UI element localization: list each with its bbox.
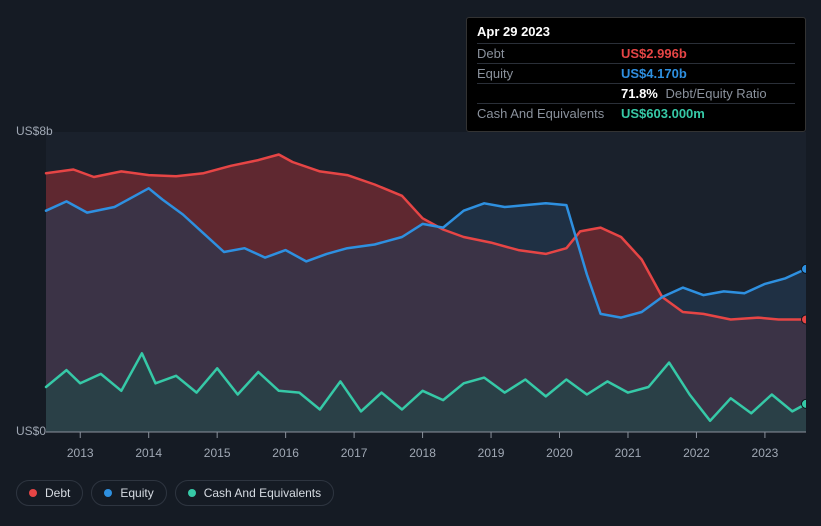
tooltip-date: Apr 29 2023	[477, 24, 795, 39]
x-axis-label: 2021	[615, 446, 642, 460]
tooltip-row-value: US$4.170b	[621, 66, 687, 81]
x-axis-labels: 2013 2014 2015 2016 2017 2018 2019 2020 2021 2022…	[16, 446, 806, 466]
chart-plot: US$8b US$0	[16, 124, 806, 444]
x-axis-label: 2018	[409, 446, 436, 460]
x-axis-label: 2017	[341, 446, 368, 460]
legend-label: Equity	[120, 486, 153, 500]
x-axis-label: 2016	[272, 446, 299, 460]
x-axis-label: 2023	[752, 446, 779, 460]
tooltip-row: Cash And EquivalentsUS$603.000m	[477, 103, 795, 123]
x-axis-label: 2020	[546, 446, 573, 460]
legend-dot-icon	[29, 489, 37, 497]
tooltip-row-extra: Debt/Equity Ratio	[662, 86, 767, 101]
x-axis-label: 2014	[135, 446, 162, 460]
tooltip-row: DebtUS$2.996b	[477, 43, 795, 63]
tooltip-row: 71.8% Debt/Equity Ratio	[477, 83, 795, 103]
tooltip-row-label: Debt	[477, 46, 621, 61]
x-axis-label: 2022	[683, 446, 710, 460]
tooltip-row: EquityUS$4.170b	[477, 63, 795, 83]
tooltip-row-label: Equity	[477, 66, 621, 81]
legend-dot-icon	[104, 489, 112, 497]
legend-item[interactable]: Debt	[16, 480, 83, 506]
tooltip-row-value: US$603.000m	[621, 106, 705, 121]
chart-container: Apr 29 2023 DebtUS$2.996bEquityUS$4.170b…	[0, 0, 821, 526]
chart-svg	[16, 124, 806, 444]
y-axis-label: US$8b	[16, 124, 42, 138]
x-axis-label: 2019	[478, 446, 505, 460]
legend-label: Cash And Equivalents	[204, 486, 321, 500]
tooltip-row-label	[477, 86, 621, 101]
x-axis-label: 2015	[204, 446, 231, 460]
tooltip-row-value: US$2.996b	[621, 46, 687, 61]
x-axis-label: 2013	[67, 446, 94, 460]
legend-item[interactable]: Cash And Equivalents	[175, 480, 334, 506]
chart-tooltip: Apr 29 2023 DebtUS$2.996bEquityUS$4.170b…	[466, 17, 806, 132]
legend-label: Debt	[45, 486, 70, 500]
chart-legend: Debt Equity Cash And Equivalents	[16, 480, 334, 506]
y-axis-label: US$0	[16, 424, 42, 438]
legend-dot-icon	[188, 489, 196, 497]
tooltip-row-value: 71.8% Debt/Equity Ratio	[621, 86, 767, 101]
legend-item[interactable]: Equity	[91, 480, 166, 506]
tooltip-row-label: Cash And Equivalents	[477, 106, 621, 121]
